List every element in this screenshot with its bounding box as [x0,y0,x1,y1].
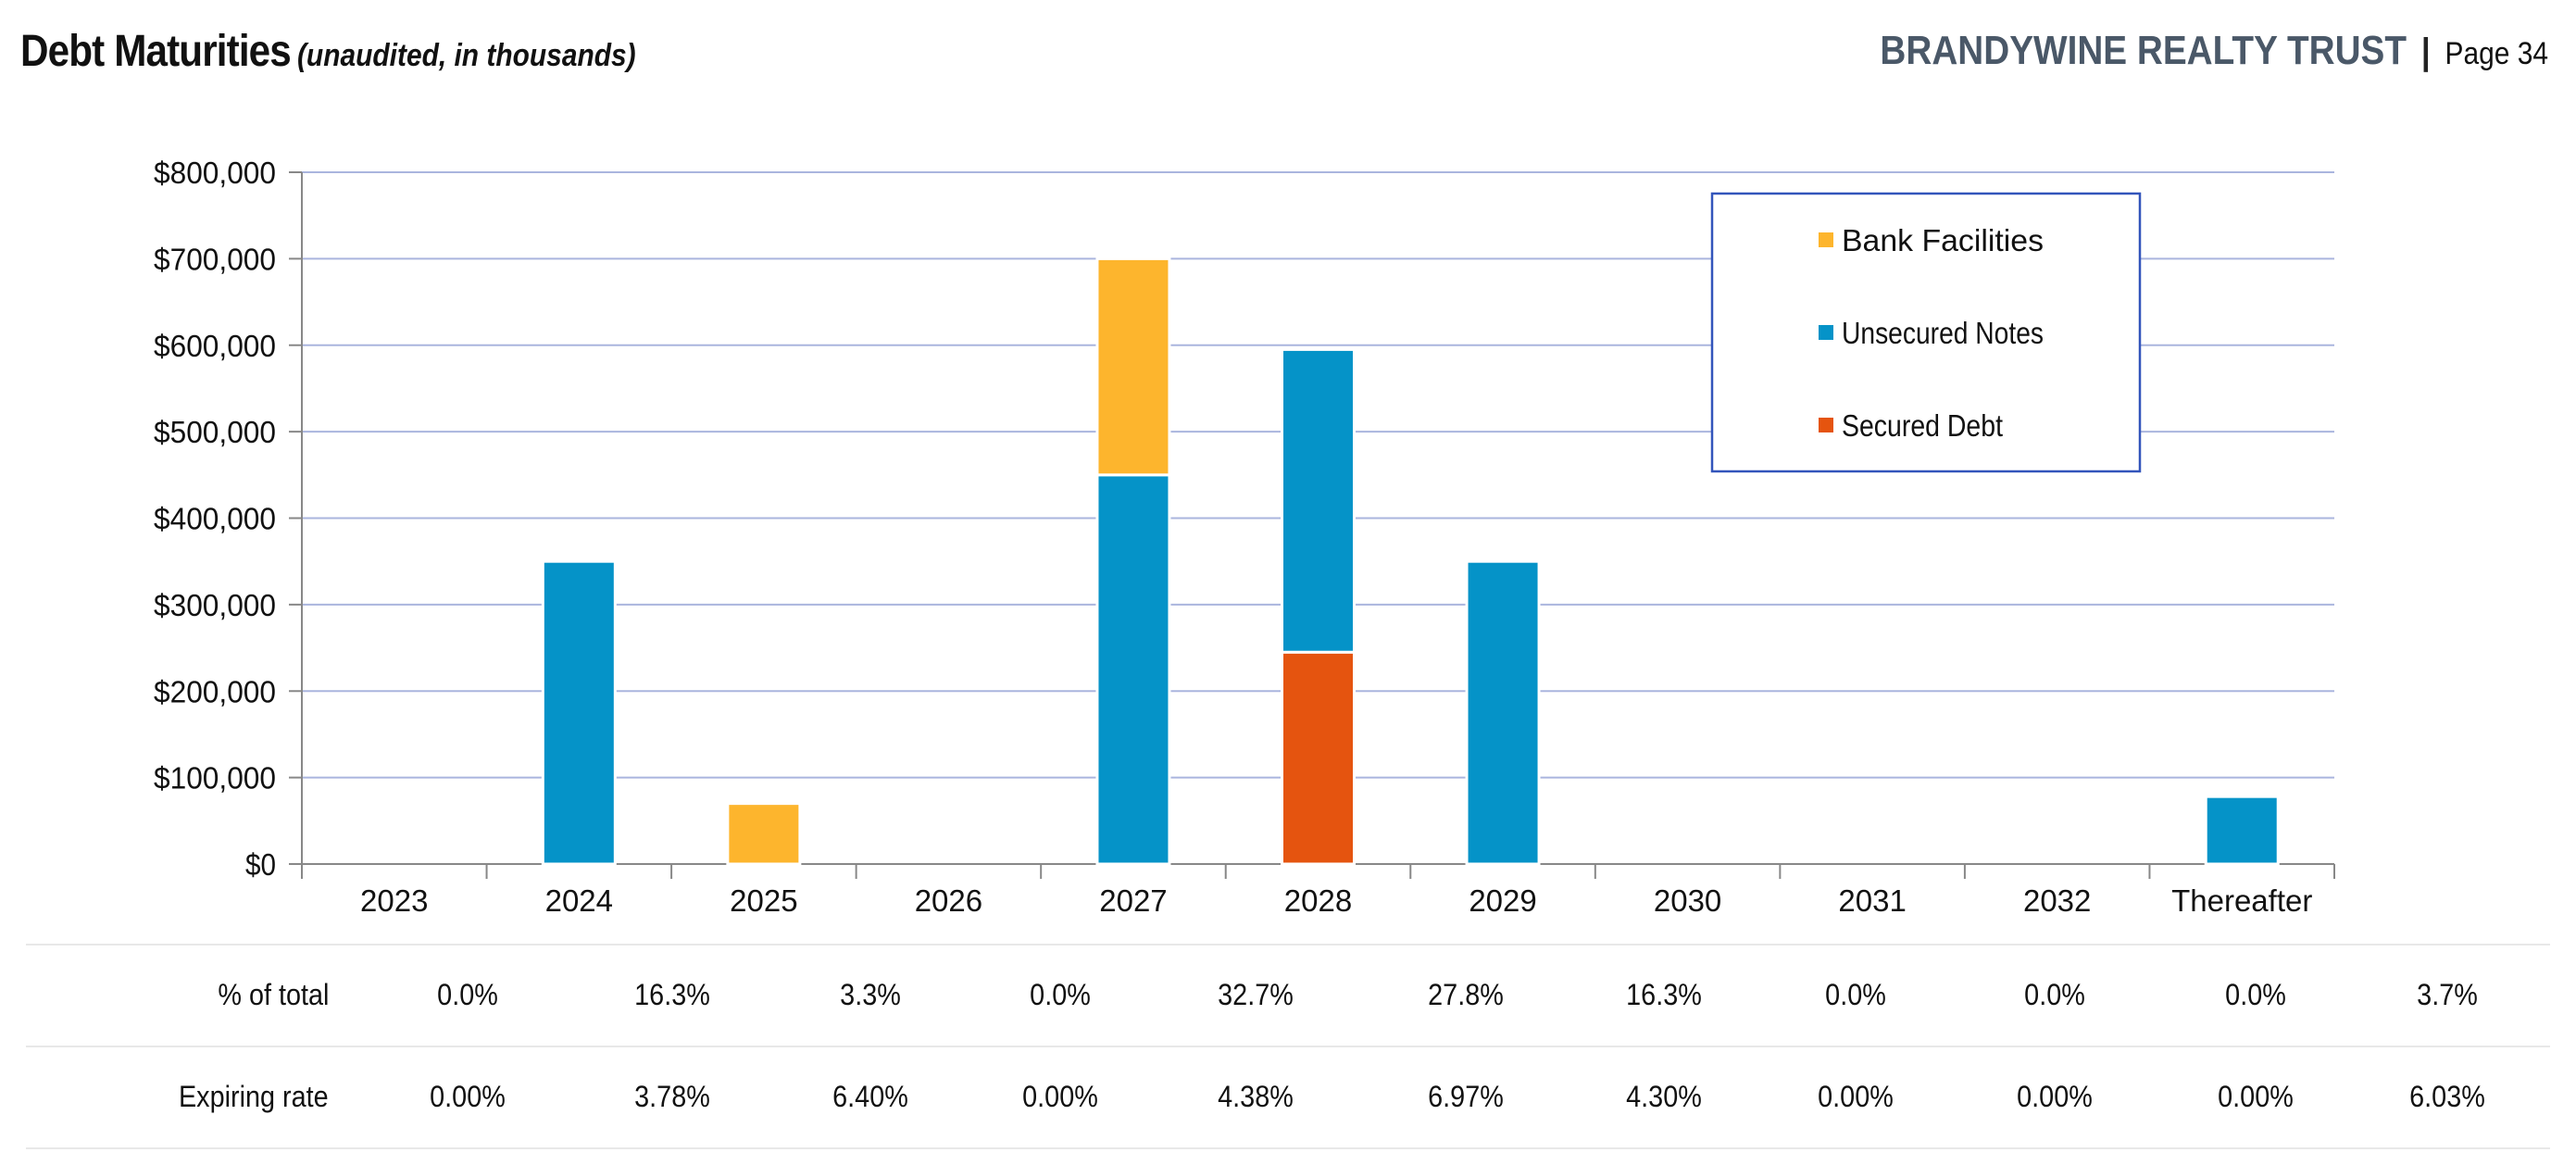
table-cell: 0.0% [2225,978,2286,1011]
table-row-label: % of total [217,978,329,1011]
bar-bank-facilities-2025 [726,802,802,866]
title-subtitle: (unaudited, in thousands) [296,38,636,73]
table-cell: 0.0% [437,978,498,1011]
legend-label: Bank Facilities [1842,223,2044,257]
bar-unsecured-notes-2024 [541,559,617,866]
x-tick-label: 2028 [1284,883,1352,918]
brand-header: BRANDYWINE REALTY TRUST | Page 34 [1880,28,2548,74]
table-divider-top [26,944,2550,946]
title-text: Debt Maturities [20,27,292,76]
table-cell: 0.00% [1818,1080,1894,1113]
table-row-percent-of-total: % of total 0.0% 16.3% 3.3% 0.0% 32.7% 27.8% 16.… [0,967,2576,1022]
y-tick-label: $800,000 [154,156,276,190]
table-cell: 27.8% [1428,978,1504,1011]
x-tick-label: 2031 [1838,883,1906,918]
bar-unsecured-notes-thereafter [2204,795,2280,866]
table-cell: 0.00% [2218,1080,2294,1113]
legend-box [1710,192,2142,473]
table-cell: 16.3% [1626,978,1702,1011]
table-cell: 6.40% [832,1080,908,1113]
y-tick-label: $400,000 [154,502,276,536]
x-tick-label: Thereafter [2171,883,2312,918]
table-row-label: Expiring rate [179,1080,329,1113]
table-cell: 4.30% [1626,1080,1702,1113]
table-cell: 0.00% [1022,1080,1098,1113]
table-cell: 4.38% [1218,1080,1294,1113]
y-tick-label: $100,000 [154,761,276,795]
table-cell: 3.7% [2417,978,2478,1011]
table-row-expiring-rate: Expiring rate 0.00% 3.78% 6.40% 0.00% 4.38% 6.… [0,1069,2576,1124]
x-tick-label: 2029 [1469,883,1536,918]
x-tick-label: 2027 [1099,883,1167,918]
y-tick-label: $300,000 [154,588,276,622]
table-divider-bottom [26,1147,2550,1149]
y-tick-label: $0 [245,847,276,882]
table-cell: 3.3% [840,978,901,1011]
table-cell: 6.97% [1428,1080,1504,1113]
x-tick-label: 2025 [730,883,797,918]
brand-separator: | [2420,31,2431,72]
legend-label: Unsecured Notes [1842,316,2044,350]
table-cell: 0.00% [2017,1080,2093,1113]
table-cell: 16.3% [634,978,710,1011]
x-tick-label: 2032 [2023,883,2091,918]
x-tick-label: 2024 [545,883,613,918]
x-tick-label: 2023 [360,883,428,918]
table-cell: 32.7% [1218,978,1294,1011]
page-number: Page 34 [2445,36,2548,71]
bar-bank-facilities-2027 [1095,257,1171,477]
legend-swatch-unsecured-notes [1819,325,1833,340]
table-cell: 3.78% [634,1080,710,1113]
y-tick-label: $600,000 [154,329,276,363]
bar-secured-debt-2028 [1281,650,1356,866]
x-tick-label: 2030 [1654,883,1721,918]
legend-swatch-secured-debt [1819,418,1833,432]
x-tick-label: 2026 [915,883,982,918]
table-cell: 0.0% [1825,978,1886,1011]
bar-unsecured-notes-2027 [1095,473,1171,866]
page-title: Debt Maturities (unaudited, in thousands) [20,26,636,77]
y-tick-label: $500,000 [154,415,276,449]
table-divider-middle [26,1046,2550,1047]
table-cell: 0.0% [2024,978,2085,1011]
y-tick-label: $700,000 [154,242,276,276]
debt-maturities-chart: $0 $100,000 $200,000 $300,000 $400,000 $500,0… [154,156,2335,918]
y-tick-label: $200,000 [154,674,276,708]
legend-label: Secured Debt [1842,408,2003,443]
bar-unsecured-notes-2028 [1281,347,1356,654]
table-cell: 6.03% [2409,1080,2485,1113]
legend-swatch-bank-facilities [1819,232,1833,247]
bar-unsecured-notes-2029 [1465,559,1541,866]
table-cell: 0.00% [430,1080,506,1113]
table-cell: 0.0% [1030,978,1091,1011]
brand-name: BRANDYWINE REALTY TRUST [1880,28,2407,73]
